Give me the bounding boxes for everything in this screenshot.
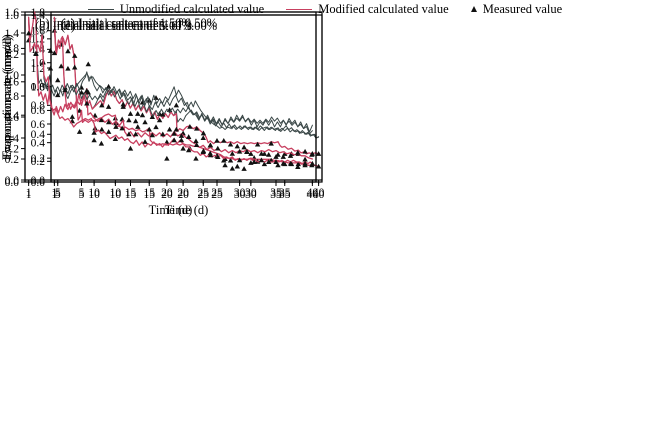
svg-text:10: 10: [88, 189, 100, 201]
svg-text:0.2: 0.2: [5, 154, 20, 166]
svg-text:25: 25: [211, 187, 223, 199]
svg-text:20: 20: [177, 187, 189, 199]
svg-text:0.0: 0.0: [5, 175, 20, 187]
svg-text:1.0: 1.0: [31, 58, 46, 70]
svg-text:0.4: 0.4: [31, 137, 46, 149]
svg-text:25: 25: [211, 189, 223, 201]
svg-text:0.6: 0.6: [5, 77, 20, 89]
subplot-d-canvas: 0.00.20.40.60.81.01 5 10 15 20 25 30 35 40(d) In…: [5, 10, 319, 217]
svg-text:0.0: 0.0: [5, 177, 20, 189]
svg-text:40: 40: [307, 187, 319, 199]
svg-text:1: 1: [52, 189, 58, 201]
svg-text:(d) Initial salt content of 5.: (d) Initial salt content of 5.00%: [35, 19, 192, 33]
svg-text:40: 40: [313, 187, 325, 199]
svg-text:0.8: 0.8: [31, 81, 46, 93]
svg-text:1: 1: [26, 187, 32, 199]
svg-text:0.2: 0.2: [5, 143, 20, 155]
subplot-a-canvas: 0.00.20.40.60.81.01.21.41.61.81 5 10 15 20 25…: [0, 7, 325, 199]
svg-text:30: 30: [234, 187, 246, 199]
svg-text:0.4: 0.4: [5, 133, 20, 145]
svg-text:0.4: 0.4: [5, 110, 20, 122]
svg-text:0.0: 0.0: [31, 177, 46, 189]
svg-text:Evaporation rate (mm/d): Evaporation rate (mm/d): [0, 37, 14, 161]
svg-text:1.8: 1.8: [31, 7, 46, 19]
svg-text:(a) Initial salt content of 0.: (a) Initial salt content of 0.50%: [61, 16, 217, 30]
svg-text:35: 35: [279, 187, 291, 199]
svg-text:10: 10: [88, 187, 100, 199]
svg-text:1.2: 1.2: [5, 49, 20, 61]
svg-text:5: 5: [79, 187, 85, 199]
svg-text:5: 5: [79, 189, 85, 201]
legend-item-modified: Modified calculated value: [286, 2, 449, 17]
svg-text:1: 1: [26, 189, 32, 201]
svg-text:1.0: 1.0: [5, 10, 20, 22]
subplot-a-initial-salt-0.50: 0.0 0.2 0.4 0.6 0.8 1.0 1.2 1.4 1.6 1.8 1 5 10 15 20 25…: [0, 0, 330, 204]
svg-text:0.8: 0.8: [5, 43, 20, 55]
svg-text:30: 30: [245, 189, 257, 201]
svg-text:0.0: 0.0: [31, 175, 46, 187]
svg-text:35: 35: [279, 189, 291, 201]
svg-text:1.6: 1.6: [5, 7, 20, 19]
svg-text:Time (d): Time (d): [165, 203, 209, 217]
svg-text:0.4: 0.4: [31, 129, 46, 141]
svg-text:1.4: 1.4: [31, 10, 46, 22]
legend-item-measured: Measured value: [470, 1, 563, 17]
svg-text:Time (d): Time (d): [149, 203, 193, 217]
svg-text:25: 25: [197, 187, 209, 199]
svg-text:15: 15: [143, 187, 155, 199]
subplot-d-initial-salt-5.00: 0.0 0.2 0.4 0.6 0.8 1.0 1 5 10 15 20 25 30 35 40 (d) In…: [0, 0, 320, 219]
svg-text:15: 15: [125, 187, 137, 199]
svg-text:30: 30: [245, 187, 257, 199]
measured-triangle-swatch: [470, 6, 477, 12]
svg-text:35: 35: [270, 187, 282, 199]
svg-text:30: 30: [234, 189, 246, 201]
svg-text:Evaporation rate (mm/d): Evaporation rate (mm/d): [0, 34, 14, 158]
svg-text:1.4: 1.4: [5, 28, 20, 40]
legend-label-measured: Measured value: [482, 1, 563, 16]
svg-text:0.6: 0.6: [5, 112, 20, 124]
svg-text:(b) Initial salt content of 1.: (b) Initial salt content of 1.50%: [35, 16, 192, 30]
svg-text:35: 35: [270, 189, 282, 201]
svg-text:(c) Initial salt content of 3.: (c) Initial salt content of 3.00%: [61, 19, 217, 33]
svg-text:0.2: 0.2: [31, 153, 46, 165]
legend-label-modified: Modified calculated value: [318, 1, 449, 16]
svg-text:5: 5: [55, 187, 61, 199]
svg-text:1.0: 1.0: [5, 70, 20, 82]
svg-text:10: 10: [110, 187, 122, 199]
svg-text:1.4: 1.4: [31, 44, 46, 56]
svg-text:40: 40: [313, 189, 325, 201]
svg-text:0.8: 0.8: [31, 100, 46, 112]
svg-text:10: 10: [110, 189, 122, 201]
svg-text:0.6: 0.6: [31, 105, 46, 117]
svg-text:20: 20: [161, 187, 173, 199]
svg-text:5: 5: [55, 189, 61, 201]
svg-text:20: 20: [161, 189, 173, 201]
svg-text:0.8: 0.8: [5, 91, 20, 103]
svg-text:20: 20: [177, 189, 189, 201]
svg-text:25: 25: [197, 189, 209, 201]
svg-text:0.2: 0.2: [31, 156, 46, 168]
svg-text:40: 40: [307, 189, 319, 201]
svg-text:0.6: 0.6: [31, 119, 46, 131]
modified-line-swatch: [286, 8, 313, 10]
svg-text:15: 15: [143, 189, 155, 201]
subplot-b-canvas: 0.00.20.40.60.81.01.21.41.61 5 10 15 20 25 30 3…: [5, 7, 319, 199]
svg-text:15: 15: [125, 189, 137, 201]
subplot-b-initial-salt-1.50: 0.0 0.2 0.4 0.6 0.8 1.0 1.2 1.4 1.6 1 5 10 15 20 25 30 3…: [0, 0, 320, 204]
unmodified-line-swatch: [87, 8, 114, 10]
svg-text:1: 1: [52, 187, 58, 199]
